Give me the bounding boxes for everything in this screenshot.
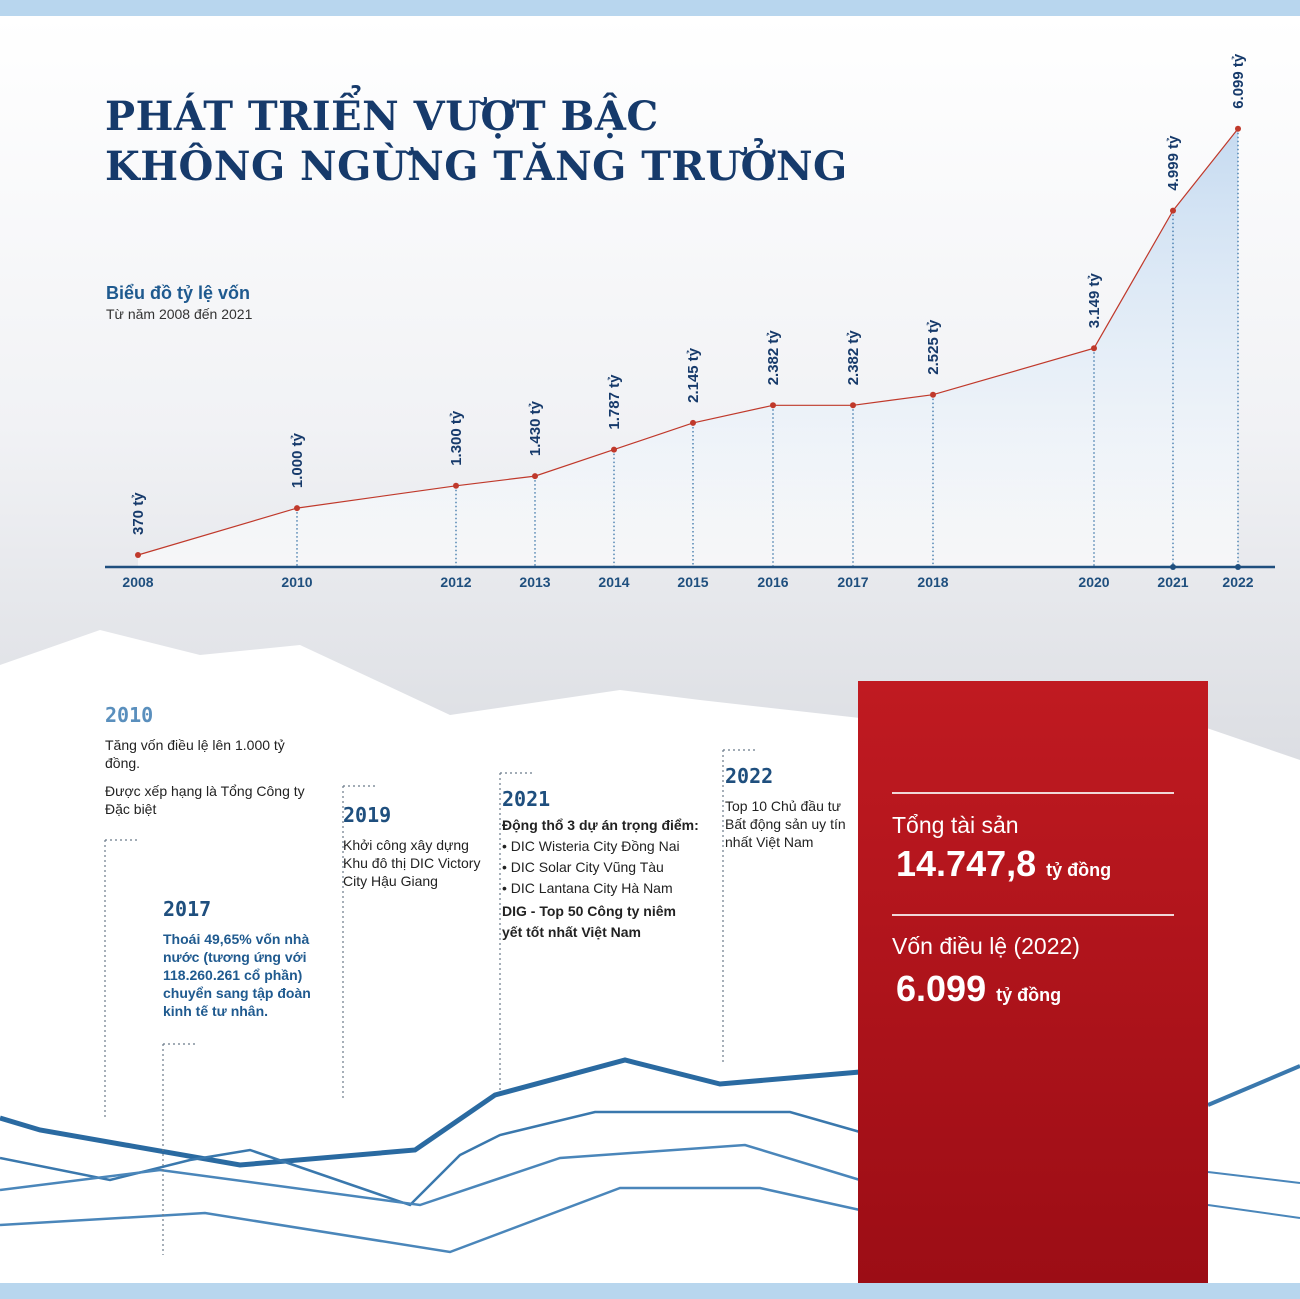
summary-divider <box>892 914 1174 916</box>
timeline-2022-text: Top 10 Chủ đầu tư Bất động sản uy tín nh… <box>725 798 846 850</box>
title-line-2: KHÔNG NGỪNG TĂNG TRƯỞNG <box>105 143 848 190</box>
timeline-2022: 2022 Top 10 Chủ đầu tư Bất động sản uy t… <box>725 764 855 861</box>
chart-title: Biểu đồ tỷ lệ vốn <box>106 283 251 303</box>
data-point <box>690 419 696 426</box>
timeline-2021: 2021 Động thổ 3 dự án trọng điểm: • DIC … <box>502 787 722 953</box>
x-tick-label: 2008 <box>122 574 153 590</box>
x-tick-label: 2020 <box>1078 574 1109 590</box>
year-label-2010: 2010 <box>105 703 154 727</box>
data-point <box>930 391 936 398</box>
data-label: 2.145 tỷ <box>685 347 702 403</box>
mountain-backdrop <box>0 16 1300 760</box>
summary-panel: Tổng tài sản 14.747,8 tỷ đồng Vốn điều lệ… <box>858 681 1208 1283</box>
year-label-2021: 2021 <box>502 787 551 811</box>
data-point <box>294 505 300 512</box>
timeline-2010-text1: Tăng vốn điều lệ lên 1.000 tỷ đồng. <box>105 737 285 771</box>
axis-marker <box>1170 564 1176 570</box>
capital-area-chart: 370 tỷ 2008 1.000 tỷ 2010 1.300 tỷ 2012 1.430 … <box>105 53 1275 590</box>
charter-capital-value: 6.099 <box>896 968 987 1009</box>
wave-line-2 <box>0 1110 861 1207</box>
total-assets-unit: tỷ đồng <box>1046 860 1112 880</box>
data-point <box>1091 345 1097 352</box>
year-label-2019: 2019 <box>343 803 392 827</box>
x-tick-label: 2013 <box>519 574 550 590</box>
total-assets-figure: 14.747,8 tỷ đồng <box>896 843 1111 885</box>
timeline-2021-heading: Động thổ 3 dự án trọng điểm: <box>502 817 699 833</box>
data-label: 2.382 tỷ <box>845 330 862 386</box>
title-line-1: PHÁT TRIỂN VƯỢT BẬC <box>105 93 659 140</box>
x-tick-label: 2016 <box>757 574 788 590</box>
year-label-2017: 2017 <box>163 897 212 921</box>
chart-subtitle: Từ năm 2008 đến 2021 <box>106 306 253 322</box>
x-tick-label: 2022 <box>1222 574 1253 590</box>
x-tick-label: 2018 <box>917 574 948 590</box>
timeline-2019: 2019 Khởi công xây dựng Khu đô thị DIC V… <box>343 803 493 900</box>
data-point <box>1170 207 1176 214</box>
list-item: • DIC Wisteria City Đồng Nai <box>502 838 680 854</box>
data-label: 2.382 tỷ <box>765 330 782 386</box>
x-tick-label: 2014 <box>598 574 629 590</box>
wave-line-4 <box>0 1186 861 1254</box>
data-point <box>850 402 856 409</box>
timeline-2017-text: Thoái 49,65% vốn nhà nước (tương ứng với… <box>163 931 311 1019</box>
charter-capital-unit: tỷ đồng <box>996 985 1062 1005</box>
charter-capital-figure: 6.099 tỷ đồng <box>896 968 1061 1010</box>
data-label: 1.000 tỷ <box>289 432 306 488</box>
data-point <box>1235 125 1241 132</box>
total-assets-label: Tổng tài sản <box>892 812 1019 838</box>
data-label: 3.149 tỷ <box>1086 273 1103 329</box>
x-tick-label: 2012 <box>440 574 471 590</box>
bottom-border <box>0 1283 1300 1299</box>
wave-line-main <box>0 1057 861 1168</box>
x-tick-label: 2010 <box>281 574 312 590</box>
timeline-2010-text2: Được xếp hạng là Tổng Công ty Đặc biệt <box>105 783 305 817</box>
data-point <box>532 473 538 480</box>
data-label: 2.525 tỷ <box>925 319 942 375</box>
area-fill <box>138 128 1238 568</box>
timeline-2021-list: • DIC Wisteria City Đồng Nai • DIC Solar… <box>502 836 722 899</box>
timeline-2010: 2010 Tăng vốn điều lệ lên 1.000 tỷ đồng.… <box>105 703 305 828</box>
summary-divider <box>892 792 1174 794</box>
wave-line-3 <box>0 1143 861 1207</box>
data-point <box>135 552 141 558</box>
x-tick-label: 2015 <box>677 574 708 590</box>
x-tick-label: 2017 <box>837 574 868 590</box>
axis-marker <box>1235 564 1241 570</box>
charter-capital-label: Vốn điều lệ (2022) <box>892 933 1080 959</box>
top-border <box>0 0 1300 16</box>
wave-line-right-1 <box>1207 1064 1300 1107</box>
timeline-2019-text: Khởi công xây dựng Khu đô thị DIC Victor… <box>343 837 481 889</box>
timeline-2017: 2017 Thoái 49,65% vốn nhà nước (tương ứn… <box>163 897 333 1030</box>
wave-line-right-3 <box>1207 1204 1300 1219</box>
data-point <box>611 446 617 453</box>
timeline-2021-footer: DIG - Top 50 Công ty niêm yết tốt nhất V… <box>502 903 676 940</box>
data-point <box>453 482 459 489</box>
total-assets-value: 14.747,8 <box>896 843 1037 884</box>
page-title: PHÁT TRIỂN VƯỢT BẬC KHÔNG NGỪNG TĂNG TRƯ… <box>105 92 848 192</box>
data-label: 1.787 tỷ <box>606 374 623 430</box>
wave-line-right-2 <box>1207 1171 1300 1184</box>
data-label: 4.999 tỷ <box>1165 135 1182 191</box>
x-tick-label: 2021 <box>1157 574 1188 590</box>
data-label: 1.300 tỷ <box>448 410 465 466</box>
data-label: 6.099 tỷ <box>1230 53 1247 109</box>
list-item: • DIC Solar City Vũng Tàu <box>502 859 664 875</box>
data-label: 370 tỷ <box>130 492 147 535</box>
series-line <box>137 128 1239 556</box>
year-label-2022: 2022 <box>725 764 774 788</box>
list-item: • DIC Lantana City Hà Nam <box>502 880 673 896</box>
data-label: 1.430 tỷ <box>527 400 544 456</box>
data-point <box>770 402 776 409</box>
